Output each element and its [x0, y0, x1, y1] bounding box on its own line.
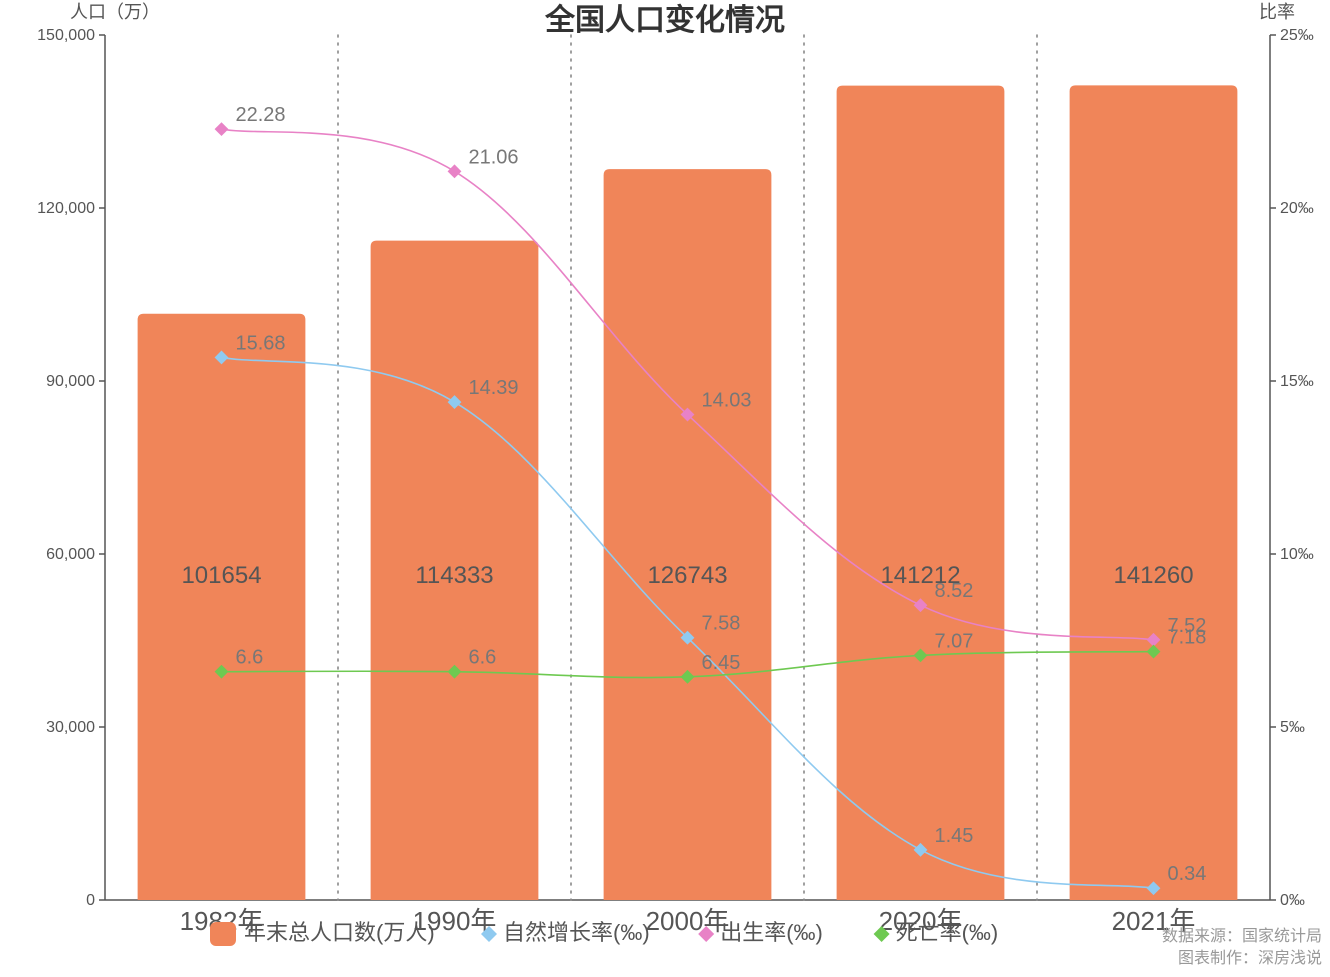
bar	[138, 314, 306, 900]
y-left-tick: 90,000	[46, 373, 95, 390]
chart-title: 全国人口变化情况	[544, 3, 785, 37]
y-left-tick: 60,000	[46, 546, 95, 563]
legend-label: 自然增长率(‰)	[503, 920, 650, 945]
footer-source: 数据来源：国家统计局	[1162, 927, 1322, 945]
population-chart: 全国人口变化情况 人口（万） 比率 0 30,000 60,000 90,000 120,00…	[0, 0, 1330, 977]
line-point-label: 7.58	[702, 613, 741, 635]
legend-label: 出生率(‰)	[720, 920, 823, 945]
line-point-label: 6.45	[702, 652, 741, 674]
line-point-label: 6.6	[236, 647, 264, 669]
line-point-label: 0.34	[1168, 863, 1207, 885]
line-point-label: 15.68	[236, 332, 286, 354]
y-right-title: 比率	[1259, 2, 1295, 22]
y-right-tick: 10‰	[1280, 546, 1314, 563]
y-right-tick: 0‰	[1280, 892, 1305, 909]
y-left-tick: 0	[86, 892, 95, 909]
line-point-label: 22.28	[236, 104, 286, 126]
line-point-label: 14.03	[702, 390, 752, 412]
bar	[837, 86, 1005, 900]
bar	[1070, 85, 1238, 900]
y-left-tick: 30,000	[46, 719, 95, 736]
y-left-title: 人口（万）	[70, 2, 160, 22]
bar-value: 114333	[415, 562, 493, 589]
y-right-tick: 20‰	[1280, 200, 1314, 217]
bar	[604, 169, 772, 900]
line-point-label: 7.07	[935, 630, 974, 652]
line-point-label: 6.6	[469, 647, 497, 669]
bar-value: 126743	[647, 562, 727, 589]
y-left-tick: 150,000	[37, 27, 95, 44]
y-right-tick: 25‰	[1280, 27, 1314, 44]
line-point-label: 8.52	[935, 580, 974, 602]
y-right-tick: 5‰	[1280, 719, 1305, 736]
legend-label: 年末总人口数(万人)	[244, 920, 435, 945]
footer-author: 图表制作：深房浅说	[1178, 949, 1322, 967]
bar-value: 101654	[181, 562, 261, 589]
legend-label: 死亡率(‰)	[896, 920, 999, 945]
bar-value: 141260	[1113, 562, 1193, 589]
line-point-label: 21.06	[469, 146, 519, 168]
line-point-label: 7.18	[1168, 627, 1207, 649]
line-point-label: 1.45	[935, 825, 974, 847]
y-right-tick: 15‰	[1280, 373, 1314, 390]
x-tick: 2000年	[646, 906, 730, 936]
y-left-tick: 120,000	[37, 200, 95, 217]
line-point-label: 14.39	[469, 377, 519, 399]
